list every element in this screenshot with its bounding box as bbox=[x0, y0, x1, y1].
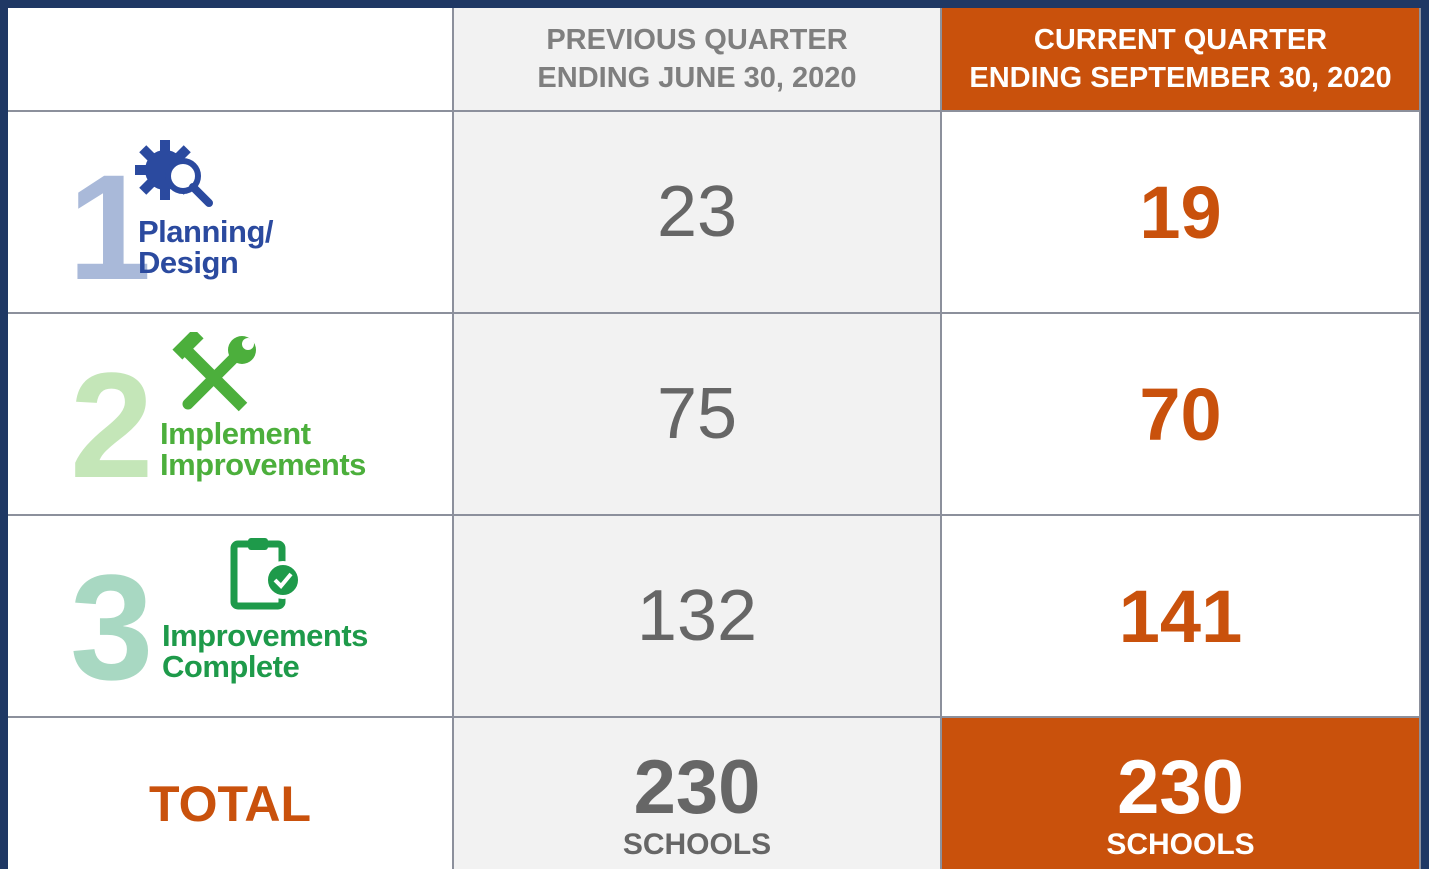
previous-value: 23 bbox=[454, 112, 942, 314]
gear-icon bbox=[135, 140, 213, 207]
stage-label-line: Planning/ bbox=[138, 214, 274, 249]
stage-cell: 3 Improvements Complete bbox=[8, 516, 454, 718]
stage-cell: 2 Implement Improvements bbox=[8, 314, 454, 516]
clipboard-icon bbox=[230, 538, 302, 610]
stage: 1 Planning/ Design bbox=[8, 112, 454, 312]
header-line: PREVIOUS QUARTER bbox=[546, 24, 848, 56]
total-unit: SCHOOLS bbox=[1106, 827, 1255, 861]
stage-label-line: Improvements bbox=[162, 618, 368, 653]
stage-label-line: Implement bbox=[160, 416, 311, 451]
total-previous: 230 SCHOOLS bbox=[454, 718, 942, 869]
current-value: 70 bbox=[942, 314, 1421, 516]
stage-label-line: Design bbox=[138, 245, 239, 280]
header-current: CURRENT QUARTER ENDING SEPTEMBER 30, 202… bbox=[942, 8, 1421, 112]
stage-number: 1 bbox=[68, 143, 152, 311]
stage-number: 2 bbox=[70, 341, 154, 509]
total-value: 230 bbox=[1117, 744, 1244, 830]
stage-cell: 1 Planning/ Design bbox=[8, 112, 454, 314]
total-value: 230 bbox=[633, 744, 761, 830]
current-value: 141 bbox=[942, 516, 1421, 718]
previous-value: 75 bbox=[454, 314, 942, 516]
total-unit: SCHOOLS bbox=[622, 827, 772, 861]
header-line: ENDING JUNE 30, 2020 bbox=[537, 62, 857, 94]
total-current: 230 SCHOOLS bbox=[942, 718, 1421, 869]
stage: 2 Implement Improvements bbox=[8, 314, 454, 514]
stage-label: Improvements Complete bbox=[162, 620, 368, 682]
previous-value: 132 bbox=[454, 516, 942, 718]
tools-icon bbox=[172, 332, 256, 412]
stage-label: Implement Improvements bbox=[160, 418, 366, 480]
header-previous: PREVIOUS QUARTER ENDING JUNE 30, 2020 bbox=[454, 8, 942, 112]
header-blank bbox=[8, 8, 454, 112]
current-value: 19 bbox=[942, 112, 1421, 314]
stage: 3 Improvements Complete bbox=[8, 516, 454, 716]
stage-label-line: Improvements bbox=[160, 447, 366, 482]
stage-label-line: Complete bbox=[162, 649, 300, 684]
header-line: ENDING SEPTEMBER 30, 2020 bbox=[969, 62, 1392, 94]
stage-number: 3 bbox=[70, 543, 154, 711]
header-line: CURRENT QUARTER bbox=[1033, 24, 1328, 56]
total-label: TOTAL bbox=[8, 718, 454, 869]
stage-label: Planning/ Design bbox=[138, 214, 274, 280]
